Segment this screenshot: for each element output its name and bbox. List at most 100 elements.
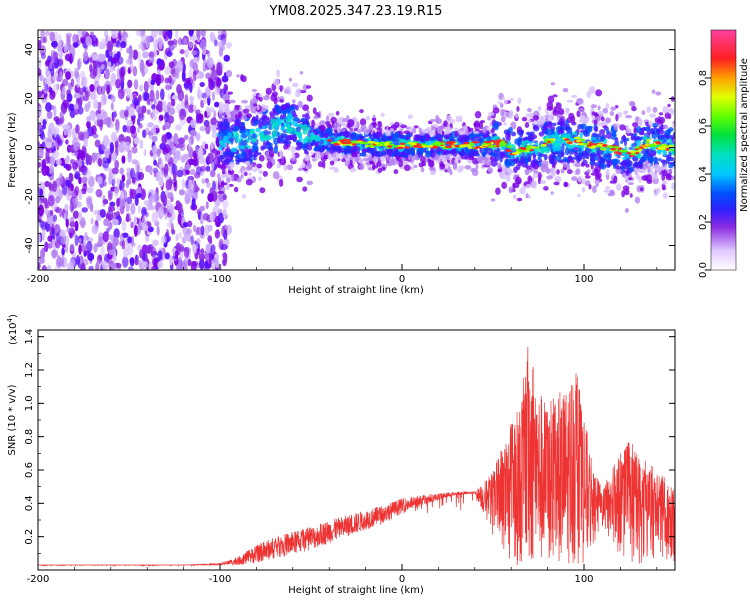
spectrogram-cell: [191, 50, 198, 56]
spectrogram-cell: [501, 96, 505, 100]
spectrogram-cell: [220, 243, 228, 251]
spectrogram-cell: [133, 136, 140, 145]
spectrogram-cell: [596, 133, 602, 138]
spectrogram-cell: [199, 126, 206, 132]
spectrogram-peak-cell: [668, 144, 674, 148]
spectrogram-cell: [660, 159, 666, 164]
spectrogram-cell: [189, 82, 193, 93]
spectrogram-peak-cell: [467, 146, 473, 149]
spectrogram-cell: [151, 108, 156, 118]
spectrogram-cell: [175, 264, 182, 270]
spectrogram-cell: [163, 200, 167, 207]
spectrogram-cell: [205, 201, 209, 210]
spectrogram-cell: [91, 152, 98, 161]
spectrogram-cell: [300, 117, 306, 123]
spectrogram-cell: [153, 38, 160, 51]
spectrogram-cell: [167, 191, 174, 200]
spectrogram-cell: [114, 185, 120, 194]
spectrogram-peak-cell: [599, 147, 606, 150]
spectrogram-cell: [200, 188, 205, 194]
spectrogram-cell: [75, 124, 80, 134]
spectrogram-cell: [204, 260, 209, 269]
spectrogram-cell: [506, 167, 513, 175]
spectrogram-cell: [61, 184, 68, 196]
spectrogram-peak-cell: [492, 140, 501, 144]
spectrogram-cell: [181, 178, 186, 190]
spectrogram-cell: [356, 129, 363, 133]
spectrogram-cell: [221, 169, 226, 175]
spectrogram-cell: [473, 130, 480, 135]
spectrogram-cell: [122, 256, 129, 268]
spectrogram-cell: [565, 143, 570, 148]
spectrogram-cell: [272, 171, 280, 179]
spectrogram-cell: [335, 145, 343, 151]
spectrogram-cell: [555, 102, 562, 110]
spectrogram-cell: [305, 85, 312, 89]
spectrogram-cell: [197, 154, 205, 164]
spectrogram-cell: [214, 101, 220, 108]
spectrogram-cell: [570, 156, 576, 161]
y-tick-label: 40: [24, 43, 35, 56]
spectrogram-cell: [108, 234, 114, 241]
spectrogram-cell: [634, 196, 641, 204]
spectrogram-cell: [330, 116, 337, 124]
spectrogram-cell: [96, 176, 103, 185]
spectrogram-cell: [538, 159, 543, 163]
spectrogram-cell: [81, 207, 88, 213]
spectrogram-cell: [49, 209, 54, 216]
spectrogram-cell: [609, 190, 616, 197]
spectrogram-cell: [181, 236, 187, 244]
spectrogram-peak-cell: [549, 140, 555, 143]
spectrogram-cell: [54, 224, 61, 237]
spectrogram-cell: [129, 106, 135, 117]
spectrogram-cell: [130, 221, 134, 229]
spectrogram-peak-cell: [358, 141, 365, 145]
spectrogram-peak-cell: [638, 148, 643, 152]
spectrogram-cell: [576, 110, 581, 118]
spectrogram-cell: [436, 125, 444, 134]
spectrogram-cell: [49, 90, 56, 100]
spectrogram-cell: [341, 145, 346, 149]
spectrogram-cell: [481, 126, 487, 134]
y-tick-label: -40: [24, 237, 35, 253]
spectrogram-cell: [179, 49, 185, 55]
spectrogram-cell: [633, 161, 640, 167]
spectrogram-cell: [167, 101, 172, 109]
spectrogram-cell: [500, 116, 506, 123]
spectrogram-cell: [468, 156, 475, 161]
spectrogram-cell: [48, 166, 53, 175]
spectrogram-cell: [603, 189, 610, 193]
spectrogram-cell: [190, 135, 194, 145]
spectrogram-cell: [215, 257, 219, 268]
spectrogram-cell: [135, 254, 139, 261]
spectrogram-cell: [115, 124, 120, 134]
spectrogram-cell: [101, 38, 107, 48]
spectrogram-cell: [319, 126, 325, 131]
spectrogram-cell: [213, 39, 218, 47]
spectrogram-cell: [46, 165, 50, 175]
spectrogram-cell: [188, 41, 193, 49]
spectrogram-cell: [143, 80, 149, 93]
spectrogram-cell: [87, 155, 93, 166]
spectrogram-cell: [273, 97, 278, 105]
spectrogram-peak-cell: [515, 148, 521, 152]
spectrogram-cell: [67, 187, 72, 197]
spectrogram-cell: [199, 39, 207, 51]
spectrogram-cell: [404, 148, 410, 154]
spectrogram-cell: [76, 78, 81, 88]
spectrogram-cell: [233, 186, 239, 193]
spectrogram-cell: [590, 104, 597, 109]
spectrogram-cell: [302, 84, 308, 91]
spectrogram-cell: [210, 141, 214, 150]
spectrogram-cell: [586, 169, 591, 174]
spectrogram-cell: [235, 153, 242, 159]
spectrogram-cell: [249, 153, 256, 158]
spectrogram-cell: [78, 189, 83, 201]
spectrogram-cell: [657, 157, 662, 162]
spectrogram-cell: [47, 111, 52, 117]
spectrogram-cell: [221, 75, 229, 83]
spectrogram-cell: [584, 175, 591, 179]
spectrogram-cell: [649, 113, 657, 118]
spectrogram-cell: [52, 214, 58, 222]
spectrogram-cell: [645, 174, 653, 183]
